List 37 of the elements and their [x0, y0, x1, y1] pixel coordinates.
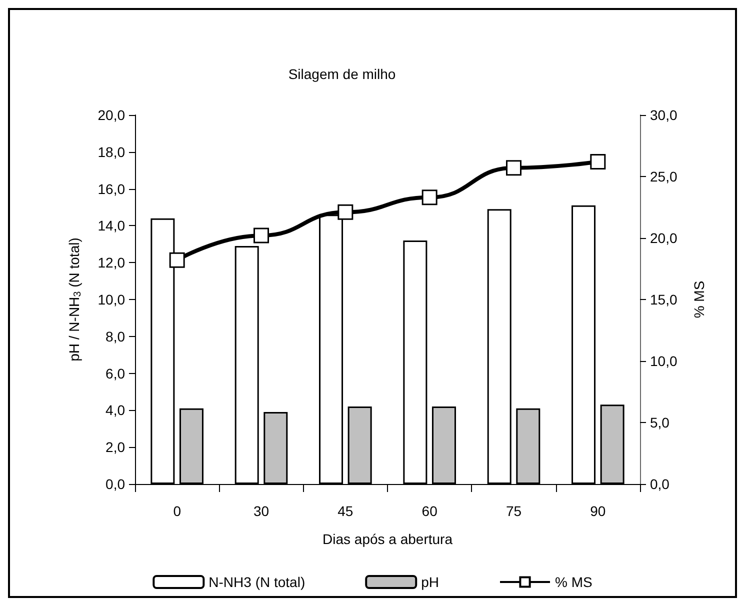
y2-tick-label: 20,0	[650, 230, 678, 246]
point	[422, 190, 438, 206]
x-tick-label: 0	[173, 503, 182, 519]
y2-tick-label: 10,0	[650, 353, 678, 369]
point	[169, 252, 185, 268]
y-tick-label: 10,0	[98, 292, 126, 308]
point	[254, 228, 269, 244]
y-tick-label: 0,0	[106, 476, 126, 492]
point	[506, 160, 522, 176]
y-axis-title: pH / N-NH3 (N total)	[66, 238, 84, 362]
legend-label: pH	[421, 574, 440, 590]
point	[590, 154, 606, 170]
y-tick-label: 8,0	[106, 328, 126, 344]
y2-tick-label: 30,0	[650, 107, 678, 123]
y-tick-label: 14,0	[98, 218, 126, 234]
x-tick-label: 30	[253, 503, 270, 519]
y2-tick-label: 15,0	[650, 292, 678, 308]
y-tick-label: 4,0	[106, 402, 126, 418]
x-axis-title: Dias após a abertura	[322, 531, 453, 547]
x-tick-label: 60	[422, 503, 438, 519]
y-tick-label: 18,0	[98, 144, 126, 160]
x-tick-label: 75	[506, 503, 522, 519]
y-tick-label: 16,0	[98, 180, 126, 197]
y2-tick-label: 5,0	[650, 414, 670, 430]
y-tick-label: 12,0	[98, 254, 126, 271]
y-tick-label: 2,0	[106, 439, 126, 456]
y2-axis-title: % MS	[691, 280, 707, 318]
y-tick-label: 20,0	[98, 107, 126, 123]
point	[338, 204, 354, 220]
legend-label: N-NH3 (N total)	[208, 574, 306, 590]
x-tick-label: 90	[590, 503, 606, 519]
y2-tick-label: 0,0	[650, 476, 670, 492]
legend-label: % MS	[555, 574, 592, 590]
x-tick-label: 45	[338, 503, 354, 519]
y-tick-label: 6,0	[106, 365, 126, 382]
chart-title: Silagem de milho	[288, 66, 396, 82]
y2-tick-label: 25,0	[650, 168, 678, 184]
